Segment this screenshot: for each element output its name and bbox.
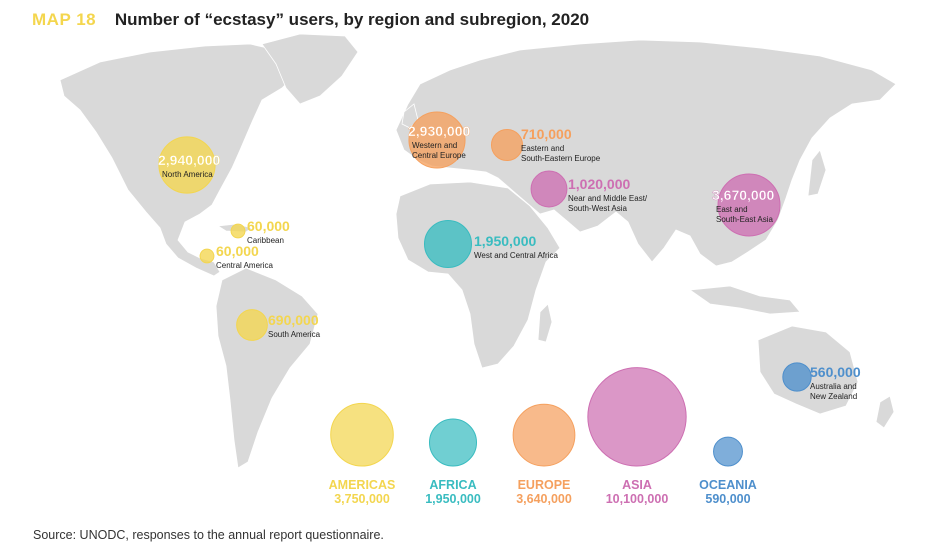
value-western-and-central-europe: 2,930,000 [408, 123, 470, 139]
value-north-america: 2,940,000 [158, 152, 220, 168]
value-south-america: 690,000 [268, 312, 319, 328]
bubble-west-and-central-africa [423, 219, 473, 269]
region-bubble-asia [587, 367, 687, 467]
label-caribbean: Caribbean [247, 236, 284, 245]
label-near-and-middle-east-south-west-asia: Near and Middle East/ [568, 194, 648, 203]
bubble-caribbean [230, 223, 246, 239]
label-western-and-central-europe: Western and [412, 141, 457, 150]
region-bubble-africa [428, 418, 478, 467]
label-eastern-and-south-eastern-europe: Eastern and [521, 144, 564, 153]
value-caribbean: 60,000 [247, 218, 290, 234]
bubble-north-america [158, 136, 216, 194]
subregion-caribbean: 60,000 Caribbean [230, 218, 290, 245]
landmass-japan [807, 149, 827, 197]
map-title: Number of “ecstasy” users, by region and… [114, 10, 590, 29]
bubble-western-and-central-europe [408, 111, 466, 169]
bubble-south-america [236, 309, 268, 341]
landmass-new-zealand [875, 395, 895, 429]
region-name-europe: EUROPE [518, 478, 571, 492]
region-value-europe: 3,640,000 [516, 492, 572, 506]
label-western-and-central-europe: Central Europe [412, 151, 466, 160]
value-east-and-south-east-asia: 3,670,000 [712, 187, 774, 203]
subregion-near-and-middle-east-south-west-asia: 1,020,000 Near and Middle East/South-West… [530, 170, 648, 213]
map-header: MAP 18 Number of “ecstasy” users, by reg… [32, 10, 589, 30]
region-value-americas: 3,750,000 [334, 492, 390, 506]
landmass-south-america [215, 267, 319, 469]
bubble-central-america [199, 248, 215, 264]
subregion-central-america: 60,000 Central America [199, 243, 273, 270]
region-bubble-europe [512, 403, 576, 467]
bubble-australia-and-new-zealand [782, 362, 812, 392]
label-central-america: Central America [216, 261, 273, 270]
region-value-oceania: 590,000 [705, 492, 750, 506]
region-legend: AMERICAS3,750,000AFRICA1,950,000EUROPE3,… [329, 367, 757, 506]
subregion-south-america: 690,000 South America [236, 309, 321, 341]
landmass-indonesia [688, 285, 801, 315]
label-australia-and-new-zealand: New Zealand [810, 392, 857, 401]
region-name-oceania: OCEANIA [699, 478, 757, 492]
bubble-near-and-middle-east-south-west-asia [530, 170, 568, 208]
value-west-and-central-africa: 1,950,000 [474, 233, 536, 249]
landmass-madagascar [537, 303, 553, 343]
region-bubble-americas [330, 402, 394, 467]
landmass-greenland [261, 33, 359, 105]
label-north-america: North America [162, 170, 213, 179]
subregion-west-and-central-africa: 1,950,000 West and Central Africa [423, 219, 558, 269]
value-central-america: 60,000 [216, 243, 259, 259]
value-near-and-middle-east-south-west-asia: 1,020,000 [568, 176, 630, 192]
label-australia-and-new-zealand: Australia and [810, 382, 857, 391]
region-bubble-oceania [713, 436, 743, 467]
label-eastern-and-south-eastern-europe: South-Eastern Europe [521, 154, 601, 163]
label-east-and-south-east-asia: East and [716, 205, 748, 214]
region-name-americas: AMERICAS [329, 478, 396, 492]
source-note: Source: UNODC, responses to the annual r… [33, 528, 384, 542]
value-australia-and-new-zealand: 560,000 [810, 364, 861, 380]
label-west-and-central-africa: West and Central Africa [474, 251, 558, 260]
region-value-asia: 10,100,000 [606, 492, 669, 506]
bubble-eastern-and-south-eastern-europe [490, 128, 524, 162]
region-name-asia: ASIA [622, 478, 652, 492]
region-name-africa: AFRICA [429, 478, 476, 492]
value-eastern-and-south-eastern-europe: 710,000 [521, 126, 572, 142]
subregion-north-america: 2,940,000 North America [158, 136, 221, 194]
label-near-and-middle-east-south-west-asia: South-West Asia [568, 204, 628, 213]
bubble-east-and-south-east-asia [717, 173, 781, 237]
region-value-africa: 1,950,000 [425, 492, 481, 506]
label-east-and-south-east-asia: South-East Asia [716, 215, 773, 224]
map-number: MAP 18 [32, 10, 97, 29]
label-south-america: South America [268, 330, 321, 339]
